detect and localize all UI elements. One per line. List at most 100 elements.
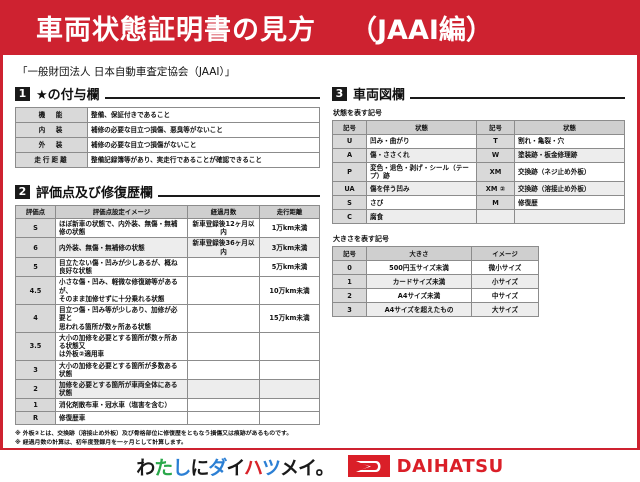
footnote-2: ※ 経過月数の計算は、初年度登録月を一ヶ月として計算します。 (15, 440, 187, 447)
grade-image: 消化剤散布車・冠水車（塩害を含む） (55, 398, 188, 413)
table-row: 外 装 補修の必要な目立つ損傷がないこと (15, 137, 320, 153)
brand-tagline: わたしにダイハツメイ。 (136, 453, 334, 480)
grade-distance (259, 411, 320, 426)
state-symbol: UA (332, 181, 367, 197)
daihatsu-emblem-icon (347, 455, 390, 478)
grade-image: 大小の加修を必要とする箇所が数ヶ所ある状態又 は外板②適用車 (55, 331, 188, 361)
table-row: S さび M 修復歴 (332, 195, 625, 211)
state-symbol: C (332, 209, 367, 225)
grade-distance: 5万km未満 (259, 256, 320, 278)
grade-months (187, 398, 260, 413)
grade-image: 修復歴車 (55, 411, 188, 426)
page-subtitle: （JAAI編） (350, 15, 493, 46)
table-row: P 変色・退色・剥げ・シール（テープ）跡 XM 交換跡（ネジ止め外板） (332, 161, 625, 183)
grade-image: 目立つ傷・凹み等が少しあり、加修が必要と 思われる箇所が数ヶ所ある状態 (55, 304, 188, 333)
table-row: 0 500円玉サイズ未満 微小サイズ (332, 260, 539, 276)
table-row: A 傷・ささくれ W 塗装跡・板金修理跡 (332, 148, 625, 163)
brand-wordmark: DAIHATSU (396, 455, 504, 477)
grade-image: 加修を必要とする箇所が車両全体にある状態 (55, 378, 188, 400)
state-desc: 凹み・曲がり (366, 134, 477, 149)
table-row: C 腐食 (332, 209, 625, 225)
state-symbol: P (332, 161, 367, 183)
page-title: 車両状態証明書の見方 (36, 15, 316, 46)
grade-months (187, 276, 260, 306)
section1-title: ★の付与欄 (36, 88, 100, 103)
criteria-label: 外 装 (15, 137, 88, 153)
table-row: 走行距離 整備記録簿等があり、実走行であることが確認できること (15, 152, 320, 168)
size-image: 大サイズ (471, 302, 539, 318)
daihatsu-logo: DAIHATSU (347, 455, 504, 478)
state-symbol: A (332, 148, 367, 163)
criteria-value: 整備記録簿等があり、実走行であることが確認できること (87, 152, 320, 168)
state-desc: 修復歴 (514, 195, 625, 211)
col-header-size: 大きさ (366, 246, 472, 262)
star-criteria-table: 機 能 整備、保証付きであること 内 装 補修の必要な目立つ損傷、悪臭等がないこ… (15, 107, 320, 168)
size-symbol: 0 (332, 260, 367, 276)
section3-rule (410, 88, 625, 99)
table-row: 1 消化剤散布車・冠水車（塩害を含む） (15, 398, 320, 413)
grade-table-body: S ほぼ新車の状態で、内外装、無傷・無補修の状態 新車登録後12ヶ月以内 1万k… (15, 217, 320, 426)
content-columns: 1 ★の付与欄 機 能 整備、保証付きであること 内 装 補修の必要な目立つ損傷… (15, 84, 625, 448)
table-row: U 凹み・曲がり T 割れ・亀裂・穴 (332, 134, 625, 149)
state-symbol: U (332, 134, 367, 149)
grade-table: 評価点 評価点設定イメージ 経過月数 走行距離 S ほぼ新車の状態で、内外装、無… (15, 205, 320, 426)
left-column: 1 ★の付与欄 機 能 整備、保証付きであること 内 装 補修の必要な目立つ損傷… (15, 84, 320, 448)
size-symbol: 1 (332, 274, 367, 290)
state-symbol: XM (476, 161, 515, 183)
page-footer: わたしにダイハツメイ。 DAIHATSU (0, 448, 640, 482)
size-symbol: 2 (332, 288, 367, 304)
table-row: 3.5 大小の加修を必要とする箇所が数ヶ所ある状態又 は外板②適用車 (15, 331, 320, 361)
size-image: 小サイズ (471, 274, 539, 290)
size-desc: カードサイズ未満 (366, 274, 472, 290)
criteria-value: 補修の必要な目立つ損傷がないこと (87, 137, 320, 153)
col-header-symbol-2: 記号 (476, 120, 515, 135)
criteria-value: 整備、保証付きであること (87, 107, 320, 123)
table-row: 1 カードサイズ未満 小サイズ (332, 274, 539, 290)
state-symbol: M (476, 195, 515, 211)
size-symbol-body: 0 500円玉サイズ未満 微小サイズ 1 カードサイズ未満 小サイズ 2 A4サ… (332, 260, 539, 318)
section1-rule (104, 88, 320, 99)
tagline-char: た (154, 456, 173, 479)
col-header-symbol-1: 記号 (332, 120, 367, 135)
table-row: R 修復歴車 (15, 411, 320, 426)
grade-value: 6 (15, 237, 56, 258)
table-header-row: 記号 状態 記号 状態 (332, 120, 625, 135)
section1-header: 1 ★の付与欄 (15, 84, 320, 103)
table-row: 4.5 小さな傷・凹み、軽微な修復跡等があるが、 そのまま加修せずに十分乗れる状… (15, 276, 320, 306)
grade-value: 1 (15, 398, 56, 413)
grade-distance (259, 398, 320, 413)
state-desc: 交換跡（溶接止め外板） (514, 181, 625, 197)
table-row: 内 装 補修の必要な目立つ損傷、悪臭等がないこと (15, 122, 320, 138)
state-symbol-table: 記号 状態 記号 状態 U 凹み・曲がり T 割れ・亀裂・穴 (332, 120, 625, 225)
size-symbol: 3 (332, 302, 367, 318)
sheet-body: 「一般財団法人 日本自動車査定協会（JAAI）」 1 ★の付与欄 機 能 整備、… (3, 55, 637, 448)
state-symbol: S (332, 195, 367, 211)
size-desc: A4サイズを超えたもの (366, 302, 472, 318)
tagline-char: ハ (243, 456, 263, 479)
tagline-char: メ (280, 456, 299, 479)
state-symbols-subhead: 状態を表す記号 (333, 109, 382, 117)
grade-distance: 3万km未満 (259, 237, 320, 258)
tagline-char: イ (226, 456, 245, 479)
table-header-row: 記号 大きさ イメージ (332, 246, 539, 262)
size-symbols-subhead: 大きさを表す記号 (333, 235, 389, 244)
grade-months (187, 331, 260, 361)
grade-value: 4 (15, 304, 56, 333)
grade-value: 2 (15, 378, 56, 400)
col-header-state-1: 状態 (366, 120, 477, 135)
grade-distance: 1万km未満 (259, 217, 320, 239)
table-row: 2 加修を必要とする箇所が車両全体にある状態 (15, 378, 320, 400)
section2-number: 2 (15, 184, 30, 199)
section3-header: 3 車両図欄 (332, 84, 625, 103)
footnote-1: ※ 外板②とは、交換跡（溶接止め外板）及び骨格部位に修復歴をともなう損傷又は痕跡… (15, 431, 293, 438)
col-header-image: 評価点設定イメージ (55, 205, 188, 219)
section2-title: 評価点及び修復歴欄 (36, 186, 154, 201)
grade-distance (259, 331, 320, 361)
state-symbol: T (476, 134, 515, 149)
criteria-label: 機 能 (15, 107, 88, 123)
table-row: 3 A4サイズを超えたもの 大サイズ (332, 302, 539, 318)
state-desc: 傷を伴う凹み (366, 181, 477, 197)
size-desc: 500円玉サイズ未満 (366, 260, 472, 276)
size-symbol-table: 記号 大きさ イメージ 0 500円玉サイズ未満 微小サイズ 1 (332, 246, 539, 318)
